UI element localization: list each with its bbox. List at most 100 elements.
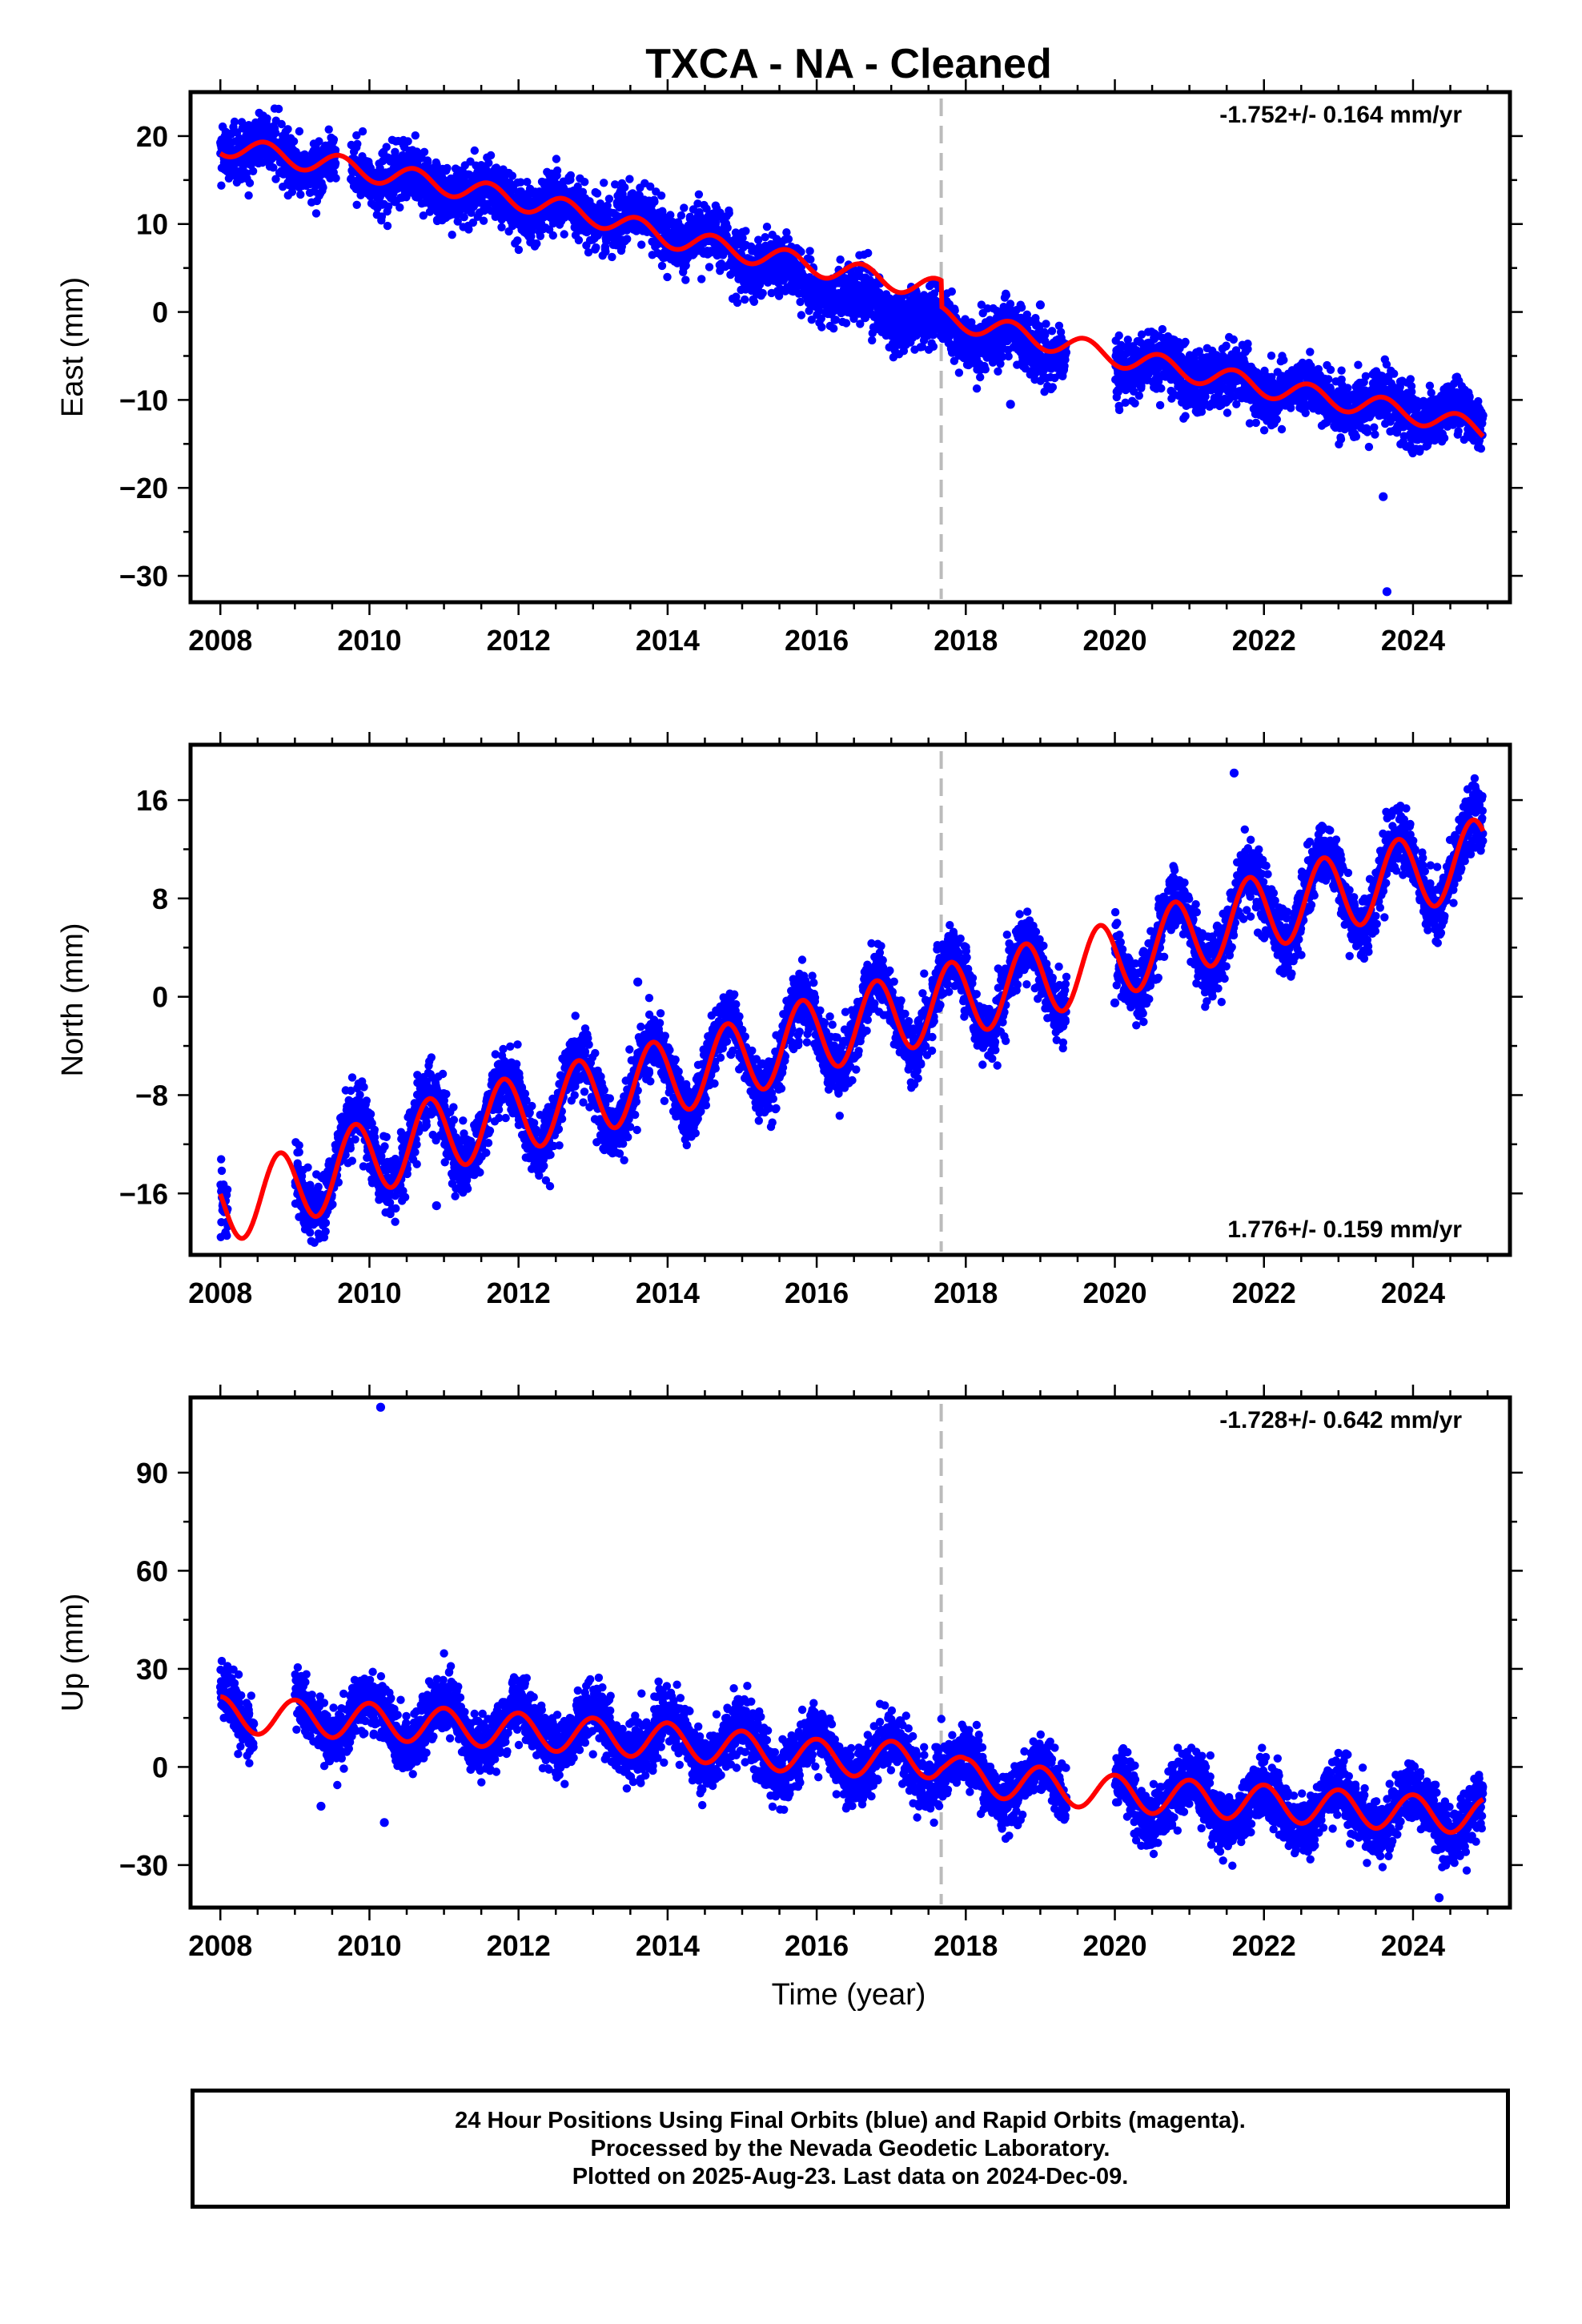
data-point <box>574 235 584 245</box>
data-point <box>656 191 666 200</box>
data-point <box>994 367 1002 376</box>
data-point <box>1306 348 1315 356</box>
data-point <box>1229 335 1239 344</box>
data-point <box>295 127 304 136</box>
data-point <box>1134 391 1144 400</box>
data-point <box>383 221 392 231</box>
data-point <box>1017 303 1026 312</box>
data-point <box>1157 384 1166 393</box>
data-point <box>479 216 488 225</box>
data-point <box>464 225 473 234</box>
data-point <box>1006 300 1015 308</box>
data-point <box>523 178 532 187</box>
data-point <box>552 155 561 163</box>
data-point <box>271 128 280 138</box>
data-point <box>657 261 667 271</box>
data-point <box>552 166 562 175</box>
data-point <box>1181 412 1190 420</box>
data-point <box>566 171 575 180</box>
data-point <box>419 211 428 220</box>
data-point <box>836 255 845 264</box>
data-point <box>396 203 404 212</box>
data-point <box>331 146 340 155</box>
data-point <box>271 175 280 183</box>
data-point <box>352 200 361 209</box>
data-point <box>741 295 749 304</box>
data-point <box>1181 337 1190 347</box>
data-point <box>329 135 339 144</box>
data-point <box>1155 400 1165 410</box>
data-point <box>725 209 733 218</box>
data-point <box>391 147 400 156</box>
data-point <box>1277 424 1287 434</box>
x-tick-label: 2022 <box>1232 624 1296 657</box>
data-point <box>484 159 493 167</box>
data-point <box>623 235 632 243</box>
data-point <box>1324 375 1333 384</box>
data-point <box>315 137 323 146</box>
data-point <box>829 324 838 333</box>
data-point <box>592 243 600 252</box>
data-point <box>723 223 732 232</box>
data-point <box>383 202 393 211</box>
figure-title: TXCA - NA - Cleaned <box>645 41 1052 87</box>
data-point <box>331 159 340 168</box>
data-point <box>536 231 545 240</box>
panels: 2008 2010 2012 2014 2016 2018 2020 2022 2024−30−… <box>56 79 1523 1962</box>
data-point <box>733 298 742 308</box>
data-point <box>324 125 333 134</box>
y-tick-label: 0 <box>152 296 168 329</box>
data-point <box>1351 432 1361 441</box>
data-point <box>1354 360 1363 369</box>
panel-east: 2008 2010 2012 2014 2016 2018 2020 2022 2024−30−… <box>56 79 1523 657</box>
data-point <box>352 131 361 140</box>
data-point <box>331 174 340 183</box>
data-point <box>486 151 496 160</box>
data-point <box>954 368 964 377</box>
data-point <box>663 272 672 282</box>
data-point <box>1279 356 1288 364</box>
data-point <box>402 193 411 202</box>
data-point <box>1002 291 1011 300</box>
data-point <box>1301 408 1310 417</box>
data-point <box>411 131 420 140</box>
data-point <box>1371 430 1379 439</box>
data-point <box>1370 423 1379 432</box>
data-point <box>608 252 616 262</box>
data-point <box>508 171 517 180</box>
data-point <box>580 178 589 187</box>
data-point <box>470 146 479 155</box>
data-point <box>1337 366 1346 375</box>
data-point <box>1326 365 1335 374</box>
data-point <box>749 297 759 306</box>
data-point <box>1243 344 1252 354</box>
y-tick-label: −30 <box>119 560 168 593</box>
data-point <box>805 247 814 255</box>
data-point <box>762 223 772 231</box>
data-point <box>817 323 826 332</box>
data-point <box>404 137 412 146</box>
data-point <box>868 336 877 345</box>
data-point <box>784 235 793 243</box>
data-point <box>620 183 629 192</box>
data-point <box>274 104 283 114</box>
data-point <box>625 175 634 183</box>
data-point <box>604 195 614 203</box>
data-point <box>358 127 367 136</box>
data-point <box>468 218 478 227</box>
data-point <box>1336 435 1346 444</box>
data-point <box>453 217 462 226</box>
x-tick-label: 2024 <box>1381 624 1445 657</box>
x-tick-label: 2010 <box>337 624 401 657</box>
data-point <box>1343 384 1352 392</box>
data-point <box>741 227 750 235</box>
data-point <box>377 212 387 221</box>
data-point <box>1223 408 1232 417</box>
data-point <box>601 247 610 256</box>
data-point <box>1048 383 1058 392</box>
data-point <box>311 209 321 218</box>
data-point <box>248 167 258 175</box>
data-point <box>677 211 686 220</box>
data-point <box>1251 418 1261 428</box>
